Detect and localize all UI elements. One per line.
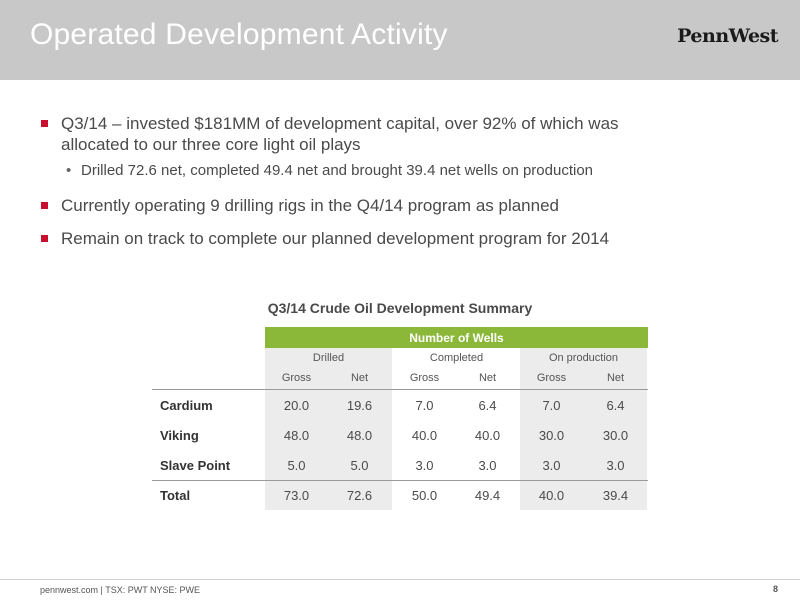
- slide-title: Operated Development Activity: [30, 18, 448, 51]
- table-row-label: Viking: [160, 427, 199, 443]
- table-cell: 73.0: [283, 487, 310, 503]
- bullet-text-line: allocated to our three core light oil pl…: [61, 135, 361, 154]
- table-cell: 48.0: [283, 427, 310, 443]
- table-cell: 40.0: [411, 427, 438, 443]
- table-cell: 3.0: [606, 457, 625, 473]
- column-subheader: Net: [350, 372, 369, 384]
- column-group-header: Completed: [429, 352, 484, 364]
- table-cell: 40.0: [474, 427, 501, 443]
- table-cell: 3.0: [415, 457, 434, 473]
- bullet-item: Currently operating 9 drilling rigs in t…: [40, 195, 780, 216]
- table-cell: 6.4: [606, 397, 625, 413]
- column-shading: [265, 348, 392, 510]
- bullet-list: Q3/14 – invested $181MM of development c…: [40, 113, 780, 249]
- square-bullet-icon: [41, 235, 48, 242]
- footer-text: pennwest.com | TSX: PWT NYSE: PWE: [40, 585, 201, 595]
- table-divider: [152, 389, 648, 390]
- page-number: 8: [772, 584, 778, 594]
- table-cell: 48.0: [346, 427, 373, 443]
- table-title: Q3/14 Crude Oil Development Summary: [267, 300, 533, 316]
- bullet-text-line: Q3/14 – invested $181MM of development c…: [61, 114, 619, 133]
- table-cell: 5.0: [287, 457, 306, 473]
- sub-bullet-item: • Drilled 72.6 net, completed 49.4 net a…: [40, 161, 780, 181]
- footer-divider: [0, 579, 800, 580]
- square-bullet-icon: [41, 202, 48, 209]
- table-cell: 3.0: [542, 457, 561, 473]
- column-subheader: Gross: [536, 372, 567, 384]
- table-cell: 50.0: [411, 487, 438, 503]
- table-cell: 40.0: [538, 487, 565, 503]
- bullet-text: Remain on track to complete our planned …: [61, 229, 610, 248]
- bullet-text: Currently operating 9 drilling rigs in t…: [61, 196, 559, 215]
- table-cell: 3.0: [478, 457, 497, 473]
- table-cell: 30.0: [602, 427, 629, 443]
- table-cell: 20.0: [283, 397, 310, 413]
- column-subheader: Gross: [409, 372, 440, 384]
- column-subheader: Gross: [281, 372, 312, 384]
- table-cell: 49.4: [474, 487, 501, 503]
- column-shading: [520, 348, 647, 510]
- dot-bullet-icon: •: [66, 162, 72, 179]
- table-cell: 39.4: [602, 487, 629, 503]
- column-group-header: Drilled: [312, 352, 345, 364]
- table-cell: 5.0: [350, 457, 369, 473]
- square-bullet-icon: [41, 120, 48, 127]
- table-cell: 30.0: [538, 427, 565, 443]
- table-cell: 72.6: [346, 487, 373, 503]
- table-cell: 7.0: [415, 397, 434, 413]
- pennwest-logo: PennWest: [677, 25, 778, 47]
- table-row-label: Cardium: [160, 397, 213, 413]
- bullet-item: Q3/14 – invested $181MM of development c…: [40, 113, 780, 155]
- column-subheader: Net: [606, 372, 625, 384]
- table-cell: 7.0: [542, 397, 561, 413]
- table-cell: 19.6: [346, 397, 373, 413]
- table-row-label: Total: [160, 487, 191, 503]
- column-subheader: Net: [478, 372, 497, 384]
- sub-bullet-text: Drilled 72.6 net, completed 49.4 net and…: [81, 162, 594, 179]
- table-row-label: Slave Point: [160, 457, 231, 473]
- table-divider: [152, 480, 648, 481]
- column-group-header: On production: [548, 352, 619, 364]
- bullet-item: Remain on track to complete our planned …: [40, 228, 780, 249]
- title-bar: [0, 0, 800, 80]
- table-cell: 6.4: [478, 397, 497, 413]
- number-of-wells-header: Number of Wells: [265, 327, 648, 348]
